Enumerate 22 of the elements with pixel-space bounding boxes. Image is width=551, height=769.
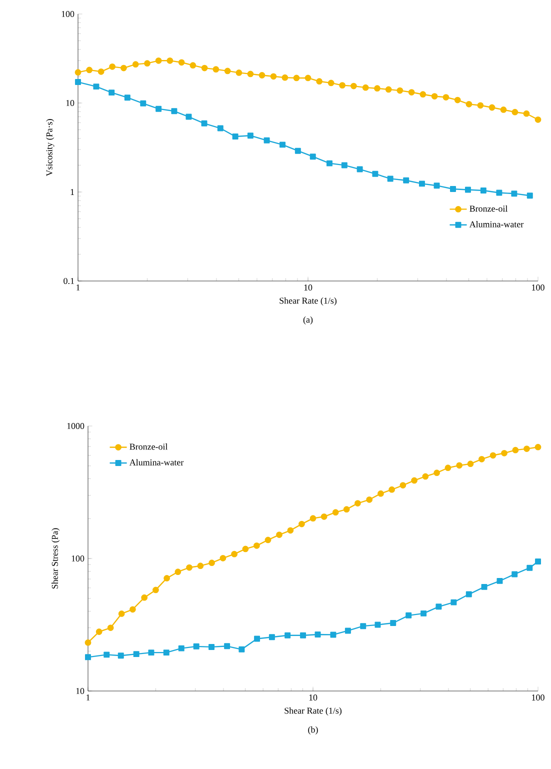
- y-axis-title: Vsicosity (Pa·s): [46, 119, 54, 176]
- y-tick-label: 10: [76, 688, 84, 694]
- legend-label: Bronze-oil: [470, 205, 508, 212]
- legend-label: Alumina-water: [469, 221, 524, 228]
- x-tick-label: 10: [309, 694, 318, 701]
- y-tick-label: 100: [72, 555, 84, 562]
- x-tick-label: 100: [532, 694, 544, 701]
- x-tick-label: 1: [86, 694, 90, 700]
- y-tick-label: 0.1: [64, 278, 74, 284]
- x-axis-title: Shear Rate (1/s): [284, 707, 342, 716]
- x-tick-label: 100: [532, 284, 544, 291]
- text: (a): [303, 316, 313, 325]
- text: (b): [308, 726, 318, 735]
- x-axis-title: Shear Rate (1/s): [280, 297, 336, 306]
- y-tick-label: 100: [62, 10, 74, 18]
- legend-label: Alumina-water: [129, 459, 184, 466]
- y-tick-label: 10: [66, 100, 74, 106]
- y-tick-label: 1: [70, 189, 74, 195]
- x-tick-label: 10: [304, 284, 312, 291]
- y-tick-label: 1000: [67, 422, 84, 430]
- y-axis-title: Shear Stress (Pa): [52, 528, 60, 589]
- legend-label: Bronze-oil: [130, 443, 168, 450]
